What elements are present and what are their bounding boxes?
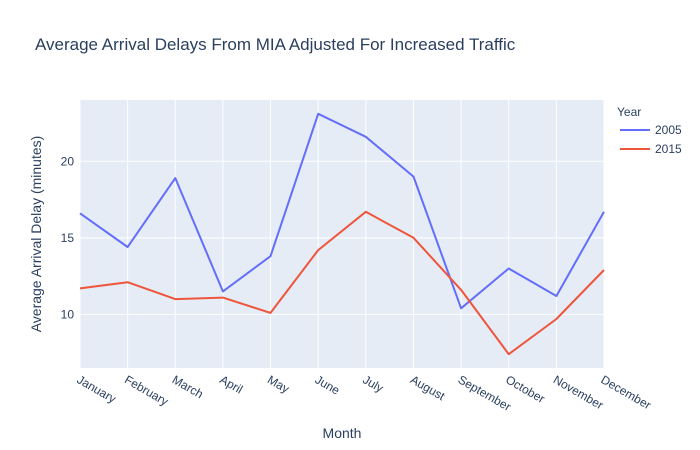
legend-item-2005[interactable]: 2005 [620, 123, 682, 137]
x-tick-label: November [551, 372, 606, 412]
legend-item-2015[interactable]: 2015 [620, 142, 682, 156]
x-tick-label: September [456, 372, 514, 413]
x-tick-label: February [122, 372, 171, 408]
x-axis-title: Month [323, 425, 362, 441]
x-tick-label: January [75, 372, 119, 405]
legend-label: 2005 [655, 123, 682, 137]
x-tick-label: December [599, 372, 654, 412]
legend-label: 2015 [655, 142, 682, 156]
y-axis-title: Average Arrival Delay (minutes) [28, 136, 44, 333]
x-tick-label: April [217, 372, 245, 396]
y-axis-ticks: 10 15 20 [61, 154, 75, 321]
x-tick-label: June [313, 372, 343, 397]
legend[interactable]: Year 2005 2015 [617, 105, 682, 156]
series-line-2015 [79, 210, 605, 356]
x-tick-label: March [170, 372, 206, 401]
y-tick-label: 10 [61, 307, 75, 321]
y-tick-label: 20 [61, 154, 75, 168]
grid-lines [79, 100, 605, 368]
series-line-2005 [79, 112, 605, 310]
series-lines [79, 112, 605, 356]
chart-title: Average Arrival Delays From MIA Adjusted… [35, 35, 516, 54]
x-tick-label: August [408, 372, 448, 403]
x-tick-label: July [360, 372, 385, 395]
plot-background [80, 100, 604, 368]
y-tick-label: 15 [61, 231, 75, 245]
legend-title: Year [617, 105, 641, 119]
x-tick-label: May [265, 372, 292, 395]
x-axis-ticks: January February March April May June July Augu… [75, 372, 654, 413]
